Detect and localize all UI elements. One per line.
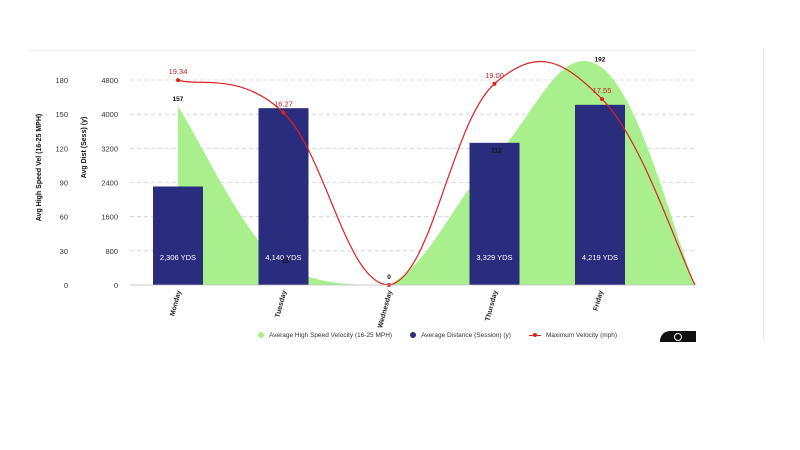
line-value-label: 19.00: [485, 71, 504, 80]
legend-item-high-speed-velocity[interactable]: Average High Speed Velocity (16-25 MPH): [258, 332, 392, 339]
bar-value-label: 4,140 YDS: [265, 253, 301, 262]
legend-swatch-bar: [410, 332, 417, 338]
y-tick-label-outer: 30: [60, 247, 68, 256]
area-value-label: 192: [595, 56, 606, 63]
bar-average-distance: [258, 108, 309, 285]
bar-average-distance: [575, 104, 625, 286]
line-point-maximum-velocity: [492, 81, 497, 86]
legend-item-average-distance[interactable]: Average Distance (Session) (y): [410, 332, 511, 339]
help-chat-button[interactable]: [660, 331, 696, 342]
area-value-label: 0: [387, 274, 391, 281]
help-icon: [674, 333, 682, 341]
area-value-label: 157: [173, 96, 184, 103]
data-labels: 2,306 YDS 4,140 YDS 3,329 YDS 4,219 YDS 157 1…: [160, 56, 618, 281]
frame-right-border: [763, 48, 764, 340]
legend-swatch-area: [258, 332, 264, 338]
legend-item-maximum-velocity[interactable]: Maximum Velocity (mph): [528, 331, 618, 339]
x-tick-label: Thursday: [485, 290, 500, 322]
x-tick-label: Tuesday: [274, 290, 288, 319]
y-tick-label-outer: 150: [55, 110, 68, 119]
y-tick-label-outer: 90: [60, 179, 68, 188]
y-tick-label-outer: 0: [64, 281, 68, 290]
chart-legend: Average High Speed Velocity (16-25 MPH) …: [258, 328, 617, 342]
y-tick-label-inner: 4800: [101, 76, 118, 85]
line-series: [176, 60, 696, 287]
y-axis-title-inner: Avg Dist (Sess) (y): [81, 117, 88, 179]
y-tick-label-inner: 0: [114, 281, 118, 290]
legend-label: Maximum Velocity (mph): [545, 331, 618, 339]
line-value-label: 19.34: [169, 67, 188, 76]
area-value-label: 15: [282, 258, 290, 265]
bar-average-distance: [153, 186, 203, 285]
y-axis-title-outer: Avg High Speed Vel (16-25 MPH): [36, 114, 43, 222]
bar-average-distance: [469, 142, 520, 285]
area-series: [178, 61, 695, 285]
bar-series: [153, 104, 625, 286]
line-point-maximum-velocity: [176, 78, 180, 83]
line-value-label: 16.27: [274, 100, 293, 109]
legend-label: Average Distance (Session) (y): [421, 331, 511, 339]
bar-value-label: 2,306 YDS: [160, 253, 196, 262]
x-tick-label: Wednesday: [377, 290, 394, 329]
y-tick-label-outer: 120: [55, 144, 68, 153]
x-tick-label: Monday: [169, 290, 183, 317]
y-tick-label-inner: 1600: [101, 213, 118, 222]
y-tick-label-outer: 180: [55, 76, 68, 85]
y-tick-label-outer: 60: [60, 213, 68, 222]
y-tick-label-inner: 2400: [101, 179, 118, 188]
area-value-label: 112: [491, 147, 502, 154]
legend-label: Average High Speed Velocity (16-25 MPH): [269, 331, 393, 339]
frame-top-border: [28, 50, 696, 51]
y-tick-label-inner: 4000: [101, 110, 118, 119]
line-point-maximum-velocity: [281, 110, 286, 115]
area-fill-high-speed-velocity: [178, 61, 695, 285]
line-value-label: 17.55: [593, 86, 612, 95]
bar-value-label: 4,219 YDS: [582, 253, 618, 262]
x-tick-label: Friday: [593, 290, 605, 312]
bar-value-label: 3,329 YDS: [476, 253, 512, 262]
y-tick-label-inner: 800: [105, 247, 118, 256]
legend-swatch-line: [528, 332, 541, 338]
line-point-maximum-velocity: [600, 97, 604, 102]
y-tick-label-inner: 3200: [101, 144, 118, 153]
